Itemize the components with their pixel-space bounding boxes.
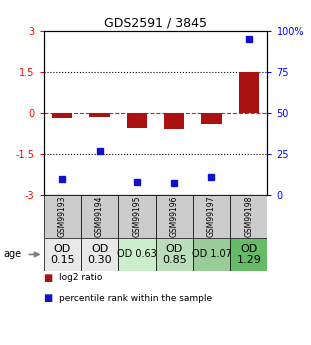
Text: OD
0.85: OD 0.85 bbox=[162, 244, 187, 265]
Text: GSM99195: GSM99195 bbox=[132, 196, 141, 237]
Text: GSM99196: GSM99196 bbox=[170, 196, 179, 237]
Bar bbox=[118, 238, 156, 271]
Bar bbox=[81, 195, 118, 238]
Bar bbox=[156, 238, 193, 271]
Text: GSM99198: GSM99198 bbox=[244, 196, 253, 237]
Bar bbox=[230, 238, 267, 271]
Bar bbox=[44, 195, 81, 238]
Bar bbox=[89, 113, 110, 117]
Bar bbox=[201, 113, 222, 124]
Bar bbox=[44, 238, 81, 271]
Text: GSM99197: GSM99197 bbox=[207, 196, 216, 237]
Text: OD 1.07: OD 1.07 bbox=[192, 249, 231, 259]
Bar bbox=[193, 195, 230, 238]
Bar bbox=[52, 113, 72, 118]
Text: OD
1.29: OD 1.29 bbox=[236, 244, 261, 265]
Bar bbox=[230, 195, 267, 238]
Bar bbox=[81, 238, 118, 271]
Bar bbox=[118, 195, 156, 238]
Text: ■: ■ bbox=[44, 273, 53, 283]
Title: GDS2591 / 3845: GDS2591 / 3845 bbox=[104, 17, 207, 30]
Text: log2 ratio: log2 ratio bbox=[59, 273, 102, 282]
Text: GSM99194: GSM99194 bbox=[95, 196, 104, 237]
Text: ■: ■ bbox=[44, 294, 53, 303]
Bar bbox=[193, 238, 230, 271]
Bar bbox=[127, 113, 147, 128]
Text: GSM99193: GSM99193 bbox=[58, 196, 67, 237]
Text: OD
0.15: OD 0.15 bbox=[50, 244, 75, 265]
Text: OD 0.63: OD 0.63 bbox=[117, 249, 157, 259]
Text: percentile rank within the sample: percentile rank within the sample bbox=[59, 294, 212, 303]
Text: age: age bbox=[3, 249, 21, 259]
Bar bbox=[156, 195, 193, 238]
Bar bbox=[239, 72, 259, 113]
Bar bbox=[164, 113, 184, 129]
Text: OD
0.30: OD 0.30 bbox=[87, 244, 112, 265]
